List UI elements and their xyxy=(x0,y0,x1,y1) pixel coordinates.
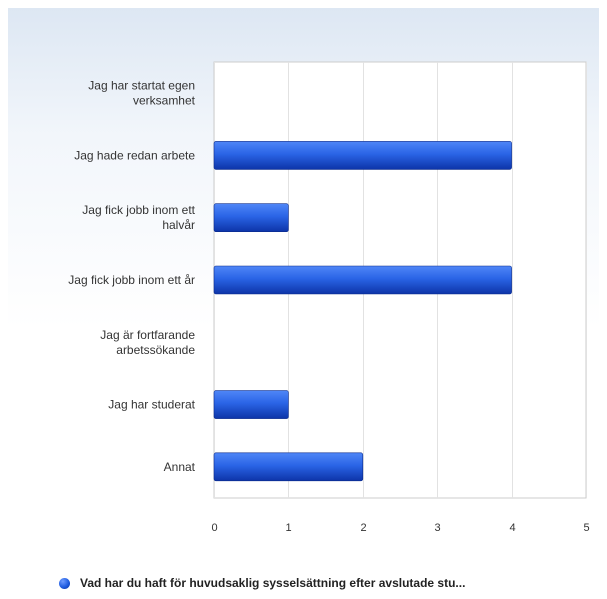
category-label: Annat xyxy=(164,460,196,474)
category-label: Jag har startat egen xyxy=(88,79,195,93)
bar xyxy=(213,203,289,233)
category-label: Jag fick jobb inom ett år xyxy=(68,273,195,287)
chart-frame: 0 1 2 3 4 5 Jag har startat egen verksamhet Jag … xyxy=(8,8,599,591)
category-label: Jag fick jobb inom ett xyxy=(82,203,195,217)
bar xyxy=(213,141,512,170)
category-label: arbetssökande xyxy=(116,343,195,357)
x-tick-label: 2 xyxy=(360,522,366,534)
x-tick-label: 1 xyxy=(285,522,291,534)
legend-series-label: Vad har du haft för huvudsaklig sysselsä… xyxy=(80,576,466,590)
category-label: Jag hade redan arbete xyxy=(74,148,195,162)
bar xyxy=(213,452,364,482)
category-label: Jag har studerat xyxy=(108,398,195,412)
bar xyxy=(213,265,512,295)
category-label: verksamhet xyxy=(133,94,196,108)
x-tick-label: 3 xyxy=(434,522,440,534)
x-tick-label: 0 xyxy=(211,522,217,534)
category-label: Jag är fortfarande xyxy=(100,328,195,342)
bar xyxy=(213,390,289,419)
legend-series-marker xyxy=(59,577,70,589)
legend[interactable]: Vad har du haft för huvudsaklig sysselsä… xyxy=(59,574,465,592)
x-tick-label: 4 xyxy=(509,522,515,534)
x-tick-label: 5 xyxy=(583,522,589,534)
category-label: halvår xyxy=(162,218,195,232)
